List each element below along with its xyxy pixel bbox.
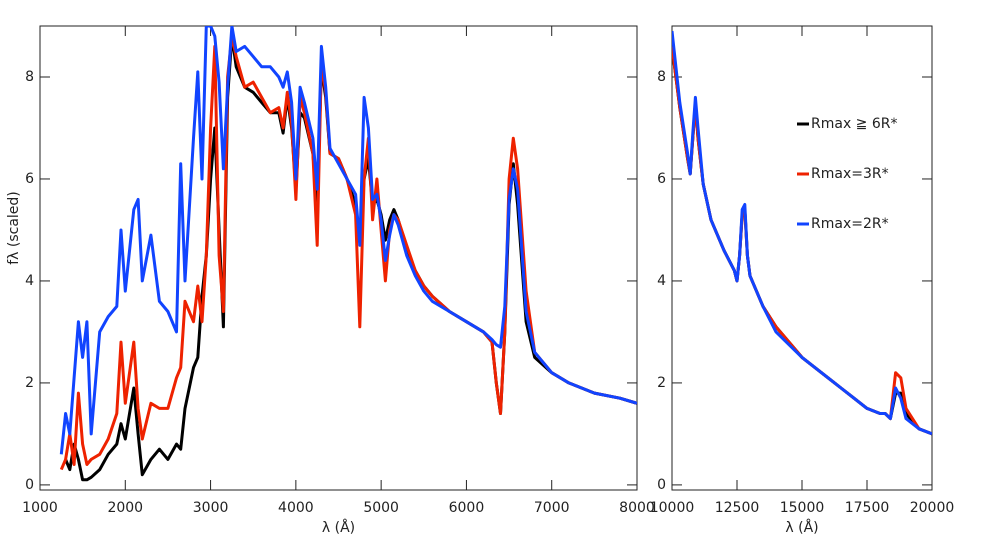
plot-frame (39, 25, 638, 491)
y-tick-label: 4 (657, 273, 666, 289)
y-axis-label: fλ (scaled) (6, 191, 22, 265)
x-tick-label: 5000 (363, 500, 399, 516)
y-tick-label: 8 (25, 69, 34, 85)
x-tick-label: 1000 (22, 500, 58, 516)
x-tick-label: 8000 (619, 500, 655, 516)
x-tick-label: 15000 (780, 500, 825, 516)
y-tick-label: 8 (657, 69, 666, 85)
y-tick-label: 2 (657, 375, 666, 391)
x-tick-label: 7000 (534, 500, 570, 516)
y-tick-label: 6 (657, 171, 666, 187)
x-tick-label: 3000 (193, 500, 229, 516)
plot-lines (59, 26, 637, 482)
plot-frame (671, 25, 933, 491)
legend-label: Rmax ≧ 6R* (811, 116, 898, 132)
x-axis-label: λ (Å) (785, 519, 818, 536)
series-line (672, 46, 932, 436)
y-tick-label: 4 (25, 273, 34, 289)
x-tick-label: 17500 (845, 500, 890, 516)
x-tick-label: 12500 (715, 500, 760, 516)
x-tick-label: 2000 (107, 500, 143, 516)
plot-lines (672, 30, 932, 436)
y-tick-label: 6 (25, 171, 34, 187)
x-axis-label: λ (Å) (322, 519, 355, 536)
x-tick-label: 10000 (650, 500, 695, 516)
series-line (64, 34, 637, 482)
y-tick-label: 0 (657, 477, 666, 493)
series-line (59, 26, 637, 455)
x-tick-label: 6000 (449, 500, 485, 516)
x-tick-label: 20000 (910, 500, 955, 516)
series-line (672, 30, 932, 436)
legend-label: Rmax=3R* (811, 166, 889, 182)
y-tick-label: 2 (25, 375, 34, 391)
legend-label: Rmax=2R* (811, 216, 889, 232)
x-tick-label: 4000 (278, 500, 314, 516)
y-tick-label: 0 (25, 477, 34, 493)
series-line (672, 46, 932, 436)
